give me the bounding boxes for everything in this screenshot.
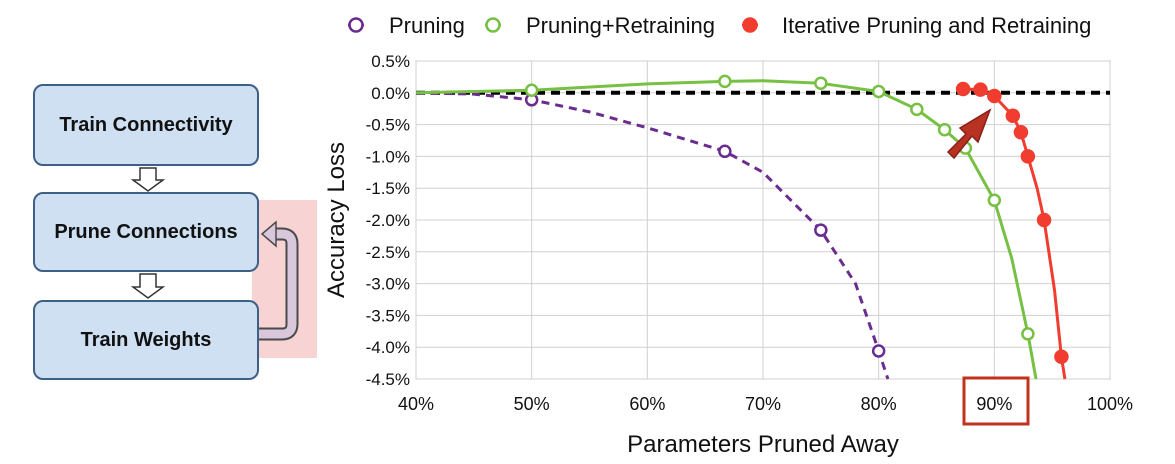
x-tick-label: 70% <box>745 394 781 414</box>
iterative-pruning-and-retraining-point <box>987 88 1002 104</box>
pruning-retraining-point <box>937 122 952 137</box>
y-tick-label: -0.5% <box>366 116 410 135</box>
pruning-retraining-point <box>814 76 828 91</box>
iterative-pruning-and-retraining-point <box>973 82 988 97</box>
legend-marker <box>742 17 758 33</box>
legend-label: Pruning+Retraining <box>526 13 715 38</box>
x-tick-label: 60% <box>629 394 665 414</box>
iterative-pruning-and-retraining-point <box>955 81 971 97</box>
y-tick-label: -3.0% <box>366 275 410 294</box>
pruning-point <box>871 344 886 358</box>
x-axis-title: Parameters Pruned Away <box>627 431 899 458</box>
y-tick-label: -3.5% <box>366 306 410 325</box>
pruning-retraining-point <box>718 74 732 89</box>
legend-label: Pruning <box>389 13 465 38</box>
train-connectivity-label: Train Connectivity <box>59 113 233 136</box>
x-tick-label: 90% <box>976 394 1012 414</box>
train-weights-box: Train Weights <box>33 300 259 380</box>
pruning-point <box>814 223 828 237</box>
pruning-retraining-point <box>1021 327 1035 341</box>
legend-marker <box>485 17 501 33</box>
loop-arrow-body <box>259 229 297 339</box>
y-tick-label: 0.5% <box>371 52 410 71</box>
legend-marker <box>348 17 364 33</box>
down-arrow-icon <box>130 273 166 299</box>
iterative-pruning-and-retraining-point <box>1013 124 1029 140</box>
pruning-retraining-point <box>524 83 539 98</box>
x-tick-label: 40% <box>398 394 434 414</box>
x-tick-label: 80% <box>861 394 897 414</box>
train-weights-label: Train Weights <box>80 328 212 351</box>
iterative-pruning-and-retraining-point <box>1020 149 1036 164</box>
improvement-arrow-icon <box>946 108 992 160</box>
prune-connections-box: Prune Connections <box>33 192 259 272</box>
iterative-pruning-and-retraining-point <box>1005 108 1021 123</box>
pruning-retraining-point <box>871 84 886 99</box>
x-tick-label: 50% <box>514 394 550 414</box>
pruning-retraining-point <box>910 102 924 117</box>
y-tick-label: -4.5% <box>366 370 410 389</box>
y-tick-label: -2.5% <box>366 243 410 262</box>
iterative-pruning-and-retraining-point <box>1036 212 1052 228</box>
y-tick-label: -1.5% <box>366 179 410 198</box>
loop-arrow-head-icon <box>260 220 277 248</box>
legend-label: Iterative Pruning and Retraining <box>782 13 1091 38</box>
pruning-retraining-point <box>987 193 1002 208</box>
prune-connections-label: Prune Connections <box>54 220 238 243</box>
pruning-point <box>718 144 732 159</box>
train-connectivity-box: Train Connectivity <box>33 84 259 166</box>
highlight-90-box <box>962 376 1030 426</box>
y-tick-label: -1.0% <box>366 147 410 166</box>
y-tick-label: 0.0% <box>371 84 410 103</box>
x-tick-label: 100% <box>1087 394 1133 414</box>
y-axis-title: Accuracy Loss <box>323 142 350 298</box>
y-tick-label: -4.0% <box>366 338 410 357</box>
down-arrow-icon <box>130 167 166 192</box>
iterative-pruning-and-retraining-point <box>1054 349 1069 364</box>
y-tick-label: -2.0% <box>366 211 410 230</box>
